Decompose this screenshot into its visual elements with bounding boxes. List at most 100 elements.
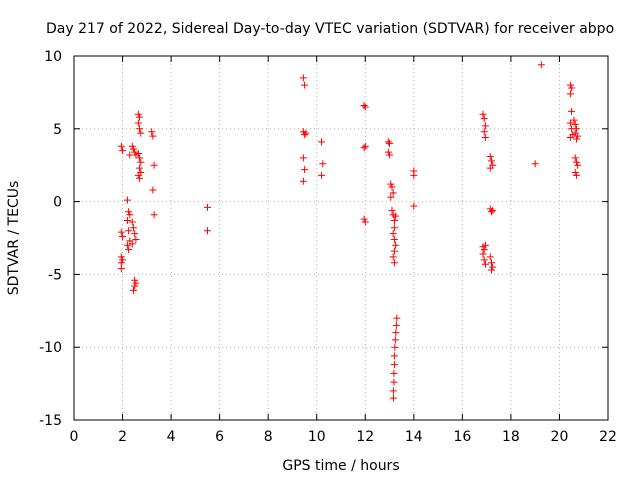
data-point	[572, 158, 580, 166]
y-tick-label: 5	[53, 122, 62, 138]
y-tick-label: 0	[53, 195, 62, 211]
data-point	[125, 227, 133, 235]
data-point	[301, 166, 309, 174]
data-point	[392, 212, 400, 220]
data-point	[119, 147, 127, 155]
data-point	[480, 256, 488, 264]
y-tick-label: -15	[39, 413, 62, 429]
data-point	[387, 180, 395, 188]
x-tick-label: 0	[70, 429, 79, 445]
data-point	[392, 329, 400, 337]
data-point	[318, 171, 326, 179]
data-point	[128, 218, 136, 226]
x-tick-labels: 0 2 4 6 8 10 12 14 16 18 20 22	[70, 429, 617, 445]
x-tick-label: 2	[118, 429, 127, 445]
data-point	[390, 224, 398, 232]
data-point	[390, 259, 398, 267]
data-point	[132, 235, 140, 243]
data-point	[150, 211, 158, 219]
data-point	[389, 387, 397, 395]
data-point	[136, 174, 144, 182]
data-point	[568, 84, 576, 92]
data-point	[119, 256, 127, 264]
x-tick-label: 6	[215, 429, 224, 445]
data-point	[388, 206, 396, 214]
data-point	[566, 119, 574, 127]
data-point	[117, 228, 125, 236]
x-tick-label: 16	[453, 429, 471, 445]
data-point	[388, 183, 396, 191]
data-point	[384, 138, 392, 146]
data-point	[136, 164, 144, 172]
data-point	[137, 168, 145, 176]
data-point	[319, 160, 327, 168]
x-tick-label: 4	[167, 429, 176, 445]
data-point	[481, 260, 489, 268]
data-point	[480, 246, 488, 254]
data-point	[125, 246, 133, 254]
data-point	[574, 161, 582, 169]
y-tick-label: 10	[44, 49, 62, 65]
data-point	[136, 113, 144, 121]
data-point	[128, 240, 136, 248]
data-point	[390, 217, 398, 225]
data-point	[391, 343, 399, 351]
data-point	[570, 116, 578, 124]
data-point	[126, 151, 134, 159]
data-point	[410, 171, 418, 179]
data-point	[123, 196, 131, 204]
data-point	[123, 217, 131, 225]
data-point	[361, 142, 369, 150]
data-point	[134, 119, 142, 127]
data-point	[568, 107, 576, 115]
data-point	[487, 208, 495, 216]
data-point	[571, 168, 579, 176]
data-point	[360, 215, 368, 223]
data-point	[136, 125, 144, 133]
data-point	[117, 265, 125, 273]
data-point	[128, 142, 136, 150]
data-point	[136, 154, 144, 162]
data-point	[392, 321, 400, 329]
data-point	[131, 148, 139, 156]
x-tick-label: 12	[356, 429, 374, 445]
data-point	[137, 129, 145, 137]
data-point	[360, 144, 368, 152]
grid	[74, 56, 608, 420]
data-point	[566, 134, 574, 142]
data-point	[125, 208, 133, 216]
data-point	[387, 193, 395, 201]
data-point	[410, 202, 418, 210]
data-point	[566, 81, 574, 89]
data-point	[487, 266, 495, 274]
data-point	[204, 227, 211, 235]
data-point	[129, 286, 137, 294]
data-point	[149, 132, 157, 140]
data-point	[486, 152, 494, 160]
data-point	[301, 131, 309, 139]
data-point	[391, 336, 399, 344]
data-point	[486, 253, 494, 261]
data-point	[318, 138, 326, 146]
data-point	[299, 74, 307, 82]
data-point	[117, 142, 125, 150]
data-point	[134, 150, 142, 158]
data-point	[481, 134, 489, 142]
data-point	[572, 171, 580, 179]
data-point	[390, 247, 398, 255]
data-point	[148, 128, 156, 136]
data-point	[299, 154, 307, 162]
data-point	[480, 115, 488, 123]
data-point	[571, 120, 579, 128]
data-point	[566, 90, 574, 98]
data-point	[361, 103, 369, 111]
data-point	[131, 282, 139, 290]
data-point	[299, 177, 307, 185]
data-point	[487, 157, 495, 165]
data-point	[479, 250, 487, 258]
y-axis-label: SDTVAR / TECUs	[6, 181, 22, 296]
data-point	[134, 110, 142, 118]
x-tick-label: 18	[502, 429, 520, 445]
data-point	[131, 230, 139, 238]
